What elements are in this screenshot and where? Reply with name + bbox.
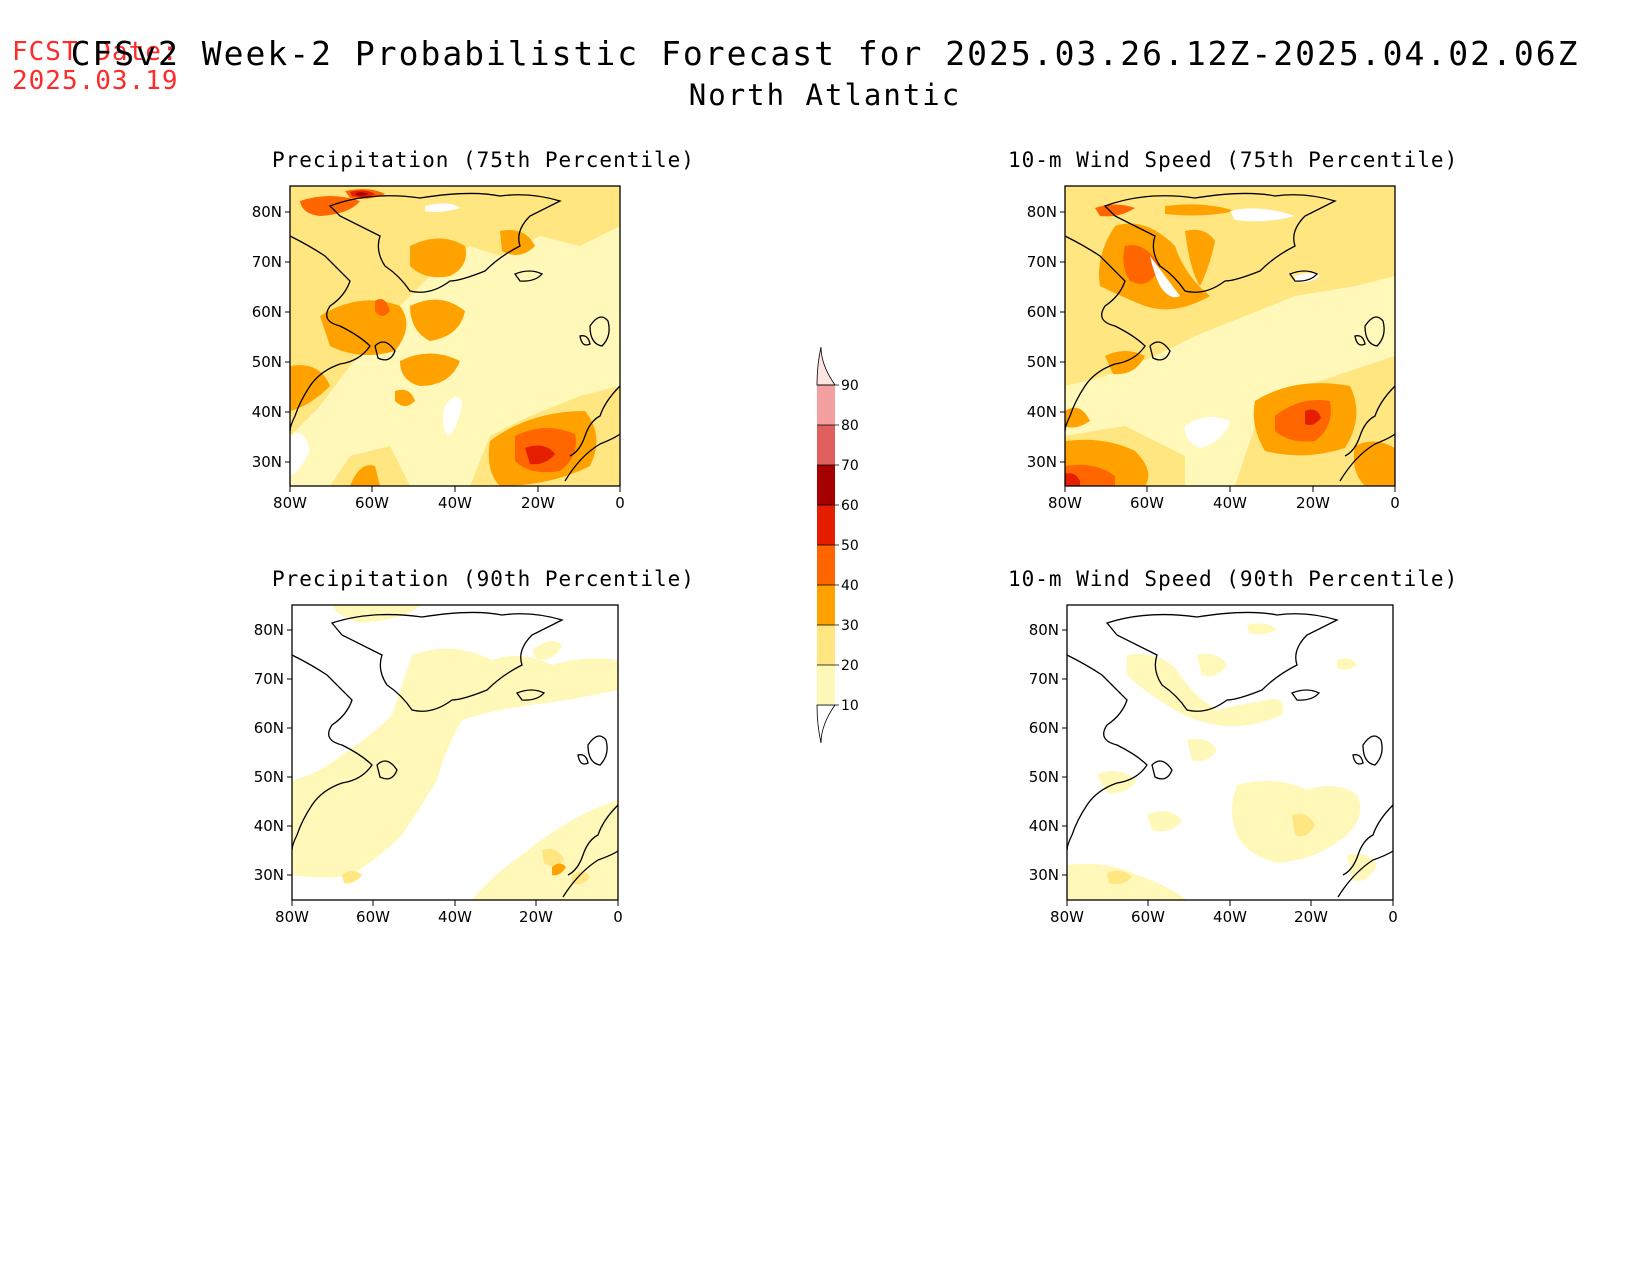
coastline xyxy=(291,611,619,898)
lon-label: 60W xyxy=(1130,494,1164,512)
lat-label: 50N xyxy=(1029,768,1059,786)
lon-ticks xyxy=(289,486,621,492)
lat-label: 60N xyxy=(1027,303,1057,321)
colorbar-swatch xyxy=(817,505,835,545)
lat-label: 80N xyxy=(254,621,284,639)
lat-label: 60N xyxy=(252,303,282,321)
lat-label: 60N xyxy=(1029,719,1059,737)
lon-label: 20W xyxy=(1294,908,1328,926)
lon-label: 20W xyxy=(519,908,553,926)
lat-label: 60N xyxy=(254,719,284,737)
colorbar-label: 70 xyxy=(841,458,859,474)
lon-label: 0 xyxy=(1388,908,1398,926)
fcst-date-block: FCST Date: 2025.03.19 xyxy=(12,38,179,96)
lon-ticks xyxy=(291,900,619,906)
shading-40 xyxy=(1065,204,1331,486)
lon-label: 40W xyxy=(438,494,472,512)
lon-label: 40W xyxy=(1213,908,1247,926)
colorbar-low-triangle xyxy=(816,704,836,744)
map-wind-90: 80N 70N 60N 50N 40N 30N 80W 60W 40W 20W … xyxy=(1029,604,1398,926)
lon-label: 80W xyxy=(273,494,307,512)
fcst-date-value: 2025.03.19 xyxy=(12,66,179,96)
lon-label: 20W xyxy=(521,494,555,512)
lon-label: 80W xyxy=(275,908,309,926)
lat-label: 50N xyxy=(252,353,282,371)
lon-label: 0 xyxy=(615,494,625,512)
colorbar-label: 20 xyxy=(841,658,859,674)
colorbar-label: 10 xyxy=(841,698,859,714)
lat-label: 30N xyxy=(1027,453,1057,471)
panel-title: 10-m Wind Speed (75th Percentile) xyxy=(1008,148,1459,172)
lat-ticks xyxy=(287,629,292,876)
lon-label: 0 xyxy=(1390,494,1400,512)
lon-label: 0 xyxy=(613,908,623,926)
colorbar-high-triangle xyxy=(816,346,836,386)
lon-label: 60W xyxy=(1131,908,1165,926)
lon-label: 60W xyxy=(355,494,389,512)
lat-label: 30N xyxy=(254,866,284,884)
lat-label: 30N xyxy=(252,453,282,471)
lat-label: 40N xyxy=(1029,817,1059,835)
lat-label: 40N xyxy=(1027,403,1057,421)
colorbar-swatch xyxy=(817,585,835,625)
lat-label: 70N xyxy=(254,670,284,688)
shading-20 xyxy=(1107,813,1315,885)
shading-30 xyxy=(552,863,566,876)
lon-label: 80W xyxy=(1050,908,1084,926)
lat-label: 50N xyxy=(1027,353,1057,371)
lon-label: 40W xyxy=(1213,494,1247,512)
lon-ticks xyxy=(1064,486,1396,492)
lat-label: 30N xyxy=(1029,866,1059,884)
colorbar-label: 50 xyxy=(841,538,859,554)
shading-60 xyxy=(356,192,368,196)
colorbar-swatch xyxy=(817,385,835,425)
lon-label: 40W xyxy=(438,908,472,926)
colorbar-swatch xyxy=(817,545,835,585)
lat-label: 40N xyxy=(254,817,284,835)
lat-ticks xyxy=(1062,629,1067,876)
panel-title: 10-m Wind Speed (90th Percentile) xyxy=(1008,567,1459,591)
colorbar-swatch xyxy=(817,425,835,465)
shading-20 xyxy=(342,848,590,885)
coastline xyxy=(289,192,621,482)
colorbar-label: 30 xyxy=(841,618,859,634)
lon-label: 80W xyxy=(1048,494,1082,512)
colorbar-label: 90 xyxy=(841,378,859,394)
lon-label: 20W xyxy=(1296,494,1330,512)
coastline xyxy=(1066,611,1394,898)
colorbar-swatch xyxy=(817,465,835,505)
lat-ticks xyxy=(285,211,290,463)
colorbar: 10 20 30 40 50 60 70 80 90 xyxy=(816,346,859,744)
map-wind-75: 80N 70N 60N 50N 40N 30N 80W 60W 40W 20W … xyxy=(1027,185,1400,512)
panel-title: Precipitation (90th Percentile) xyxy=(272,567,695,591)
colorbar-swatch xyxy=(817,665,835,705)
lat-label: 80N xyxy=(1029,621,1059,639)
lat-label: 70N xyxy=(252,253,282,271)
page-title: CFSv2 Week-2 Probabilistic Forecast for … xyxy=(70,34,1580,73)
colorbar-label: 80 xyxy=(841,418,859,434)
map-precip-90: 80N 70N 60N 50N 40N 30N 80W 60W 40W 20W … xyxy=(254,604,623,926)
lon-ticks xyxy=(1066,900,1394,906)
lat-label: 70N xyxy=(1027,253,1057,271)
colorbar-labels: 10 20 30 40 50 60 70 80 90 xyxy=(841,378,859,714)
shading-50 xyxy=(1065,409,1321,486)
colorbar-label: 60 xyxy=(841,498,859,514)
lat-label: 40N xyxy=(252,403,282,421)
page-subtitle: North Atlantic xyxy=(688,78,962,112)
shading-none xyxy=(1150,208,1320,448)
coastline xyxy=(1064,192,1396,482)
lat-label: 80N xyxy=(252,203,282,221)
colorbar-swatches xyxy=(816,346,839,744)
colorbar-swatch xyxy=(817,625,835,665)
lon-label: 60W xyxy=(356,908,390,926)
shading-none xyxy=(290,203,462,476)
lat-label: 50N xyxy=(254,768,284,786)
fcst-date-label: FCST Date: xyxy=(12,37,179,67)
map-precip-75: 80N 70N 60N 50N 40N 30N 80W 60W 40W 20W … xyxy=(252,185,625,512)
lat-ticks xyxy=(1060,211,1065,463)
lat-label: 70N xyxy=(1029,670,1059,688)
lat-label: 80N xyxy=(1027,203,1057,221)
colorbar-label: 40 xyxy=(841,578,859,594)
panel-title: Precipitation (75th Percentile) xyxy=(272,148,695,172)
